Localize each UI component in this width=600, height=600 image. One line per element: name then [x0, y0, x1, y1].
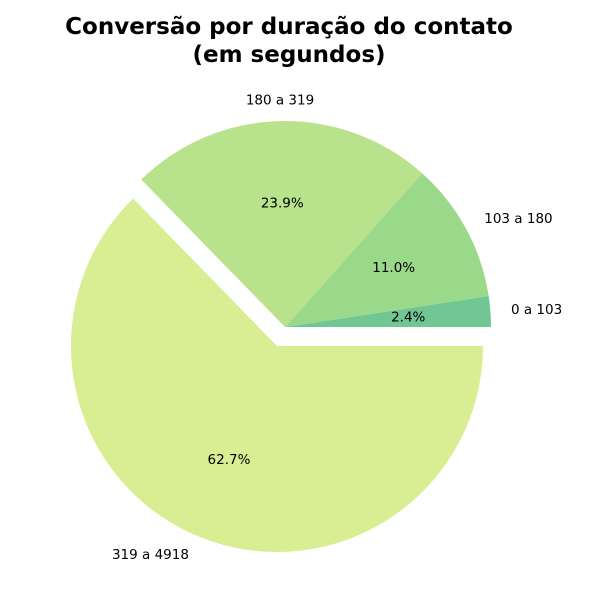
pie-value-label-319-a-4918: 62.7% [208, 452, 251, 468]
pie-value-label-103-a-180: 11.0% [372, 260, 415, 276]
chart-title: Conversão por duração do contato (em seg… [65, 14, 513, 68]
pie-label-319-a-4918: 319 a 4918 [112, 547, 189, 563]
chart-title-line-1: Conversão por duração do contato [65, 14, 513, 40]
pie-slice-319-a-4918 [70, 198, 483, 552]
pie-slice-103-a-180 [285, 173, 489, 327]
chart-title-line-2: (em segundos) [192, 42, 385, 68]
pie-labels: 0 a 103 2.4% 103 a 180 11.0% 180 a 319 23.9% 3… [112, 92, 562, 562]
pie-slice-0-a-103 [285, 296, 491, 327]
pie-label-103-a-180: 103 a 180 [484, 211, 552, 227]
pie-slices [70, 120, 491, 552]
pie-value-label-0-a-103: 2.4% [391, 310, 425, 326]
pie-label-180-a-319: 180 a 319 [246, 92, 314, 108]
pie-slice-180-a-319 [141, 120, 423, 327]
pie-value-label-180-a-319: 23.9% [261, 195, 304, 211]
pie-label-0-a-103: 0 a 103 [511, 302, 562, 318]
